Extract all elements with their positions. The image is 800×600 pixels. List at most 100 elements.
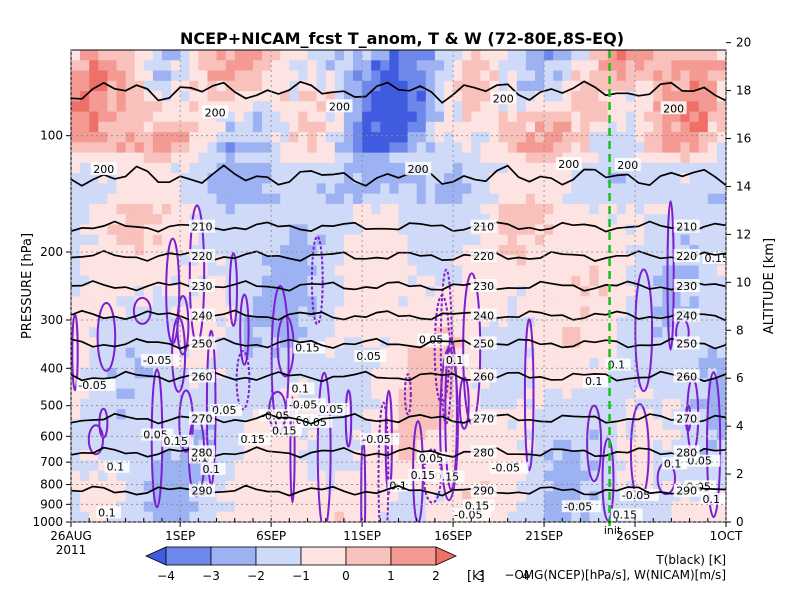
anomaly-cell bbox=[171, 234, 181, 246]
anomaly-cell bbox=[525, 491, 536, 503]
anomaly-cell bbox=[107, 193, 118, 205]
anomaly-cell bbox=[553, 409, 563, 420]
anomaly-cell bbox=[607, 173, 618, 184]
anomaly-cell bbox=[698, 327, 709, 338]
anomaly-cell bbox=[271, 152, 281, 164]
anomaly-cell bbox=[589, 265, 600, 277]
anomaly-cell bbox=[107, 470, 118, 482]
anomaly-cell bbox=[143, 183, 154, 195]
anomaly-cell bbox=[252, 70, 263, 82]
anomaly-cell bbox=[243, 224, 254, 236]
anomaly-cell bbox=[416, 511, 427, 522]
anomaly-cell bbox=[98, 80, 108, 92]
anomaly-cell bbox=[125, 111, 136, 123]
anomaly-cell bbox=[98, 193, 108, 205]
anomaly-cell bbox=[216, 378, 227, 390]
anomaly-cell bbox=[707, 50, 718, 61]
anomaly-cell bbox=[716, 50, 726, 61]
anomaly-cell bbox=[280, 388, 290, 400]
anomaly-cell bbox=[398, 162, 409, 174]
anomaly-cell bbox=[598, 111, 609, 123]
anomaly-cell bbox=[334, 296, 345, 308]
anomaly-cell bbox=[525, 501, 536, 513]
anomaly-cell bbox=[243, 132, 254, 143]
anomaly-cell bbox=[644, 173, 654, 184]
anomaly-cell bbox=[262, 265, 272, 277]
anomaly-cell bbox=[143, 91, 154, 102]
anomaly-cell bbox=[616, 111, 627, 123]
anomaly-cell bbox=[80, 419, 90, 431]
anomaly-cell bbox=[143, 50, 154, 61]
pressure-tick-label: 900 bbox=[40, 497, 63, 511]
x-tick-label: 16SEP bbox=[434, 529, 472, 543]
anomaly-cell bbox=[616, 337, 627, 349]
anomaly-cell bbox=[225, 60, 236, 72]
anomaly-cell bbox=[544, 409, 554, 420]
anomaly-cell bbox=[707, 111, 718, 123]
anomaly-cell bbox=[116, 316, 127, 328]
anomaly-cell bbox=[343, 296, 354, 308]
anomaly-cell bbox=[343, 203, 354, 215]
anomaly-cell bbox=[434, 388, 445, 400]
anomaly-cell bbox=[434, 378, 445, 390]
anomaly-cell bbox=[80, 183, 90, 195]
anomaly-cell bbox=[444, 101, 454, 113]
anomaly-cell bbox=[262, 80, 272, 92]
anomaly-cell bbox=[271, 357, 281, 369]
anomaly-cell bbox=[280, 347, 290, 359]
anomaly-cell bbox=[80, 255, 90, 267]
anomaly-cell bbox=[298, 203, 309, 215]
anomaly-cell bbox=[107, 316, 118, 328]
anomaly-cell bbox=[371, 91, 381, 102]
anomaly-cell bbox=[525, 91, 536, 102]
anomaly-cell bbox=[525, 70, 536, 82]
anomaly-cell bbox=[489, 234, 500, 246]
anomaly-cell bbox=[171, 275, 181, 287]
anomaly-cell bbox=[280, 511, 290, 522]
anomaly-cell bbox=[698, 203, 709, 215]
w-contour bbox=[98, 407, 109, 439]
anomaly-cell bbox=[389, 183, 400, 195]
anomaly-cell bbox=[180, 286, 190, 297]
anomaly-cell bbox=[225, 111, 236, 123]
anomaly-cell bbox=[662, 203, 672, 215]
anomaly-cell bbox=[316, 501, 327, 513]
anomaly-cell bbox=[371, 470, 381, 482]
anomaly-cell bbox=[480, 378, 491, 390]
anomaly-cell bbox=[480, 316, 491, 328]
contour-label-bg bbox=[673, 279, 700, 293]
anomaly-cell bbox=[516, 203, 527, 215]
w-label-bg bbox=[76, 378, 116, 391]
anomaly-cell bbox=[71, 132, 81, 143]
anomaly-cell bbox=[571, 511, 581, 522]
anomaly-cell bbox=[580, 296, 591, 308]
anomaly-cell bbox=[507, 419, 518, 431]
anomaly-cell bbox=[280, 162, 290, 174]
anomaly-cell bbox=[389, 378, 400, 390]
anomaly-cell bbox=[607, 50, 618, 61]
anomaly-cell bbox=[152, 450, 163, 462]
anomaly-cell bbox=[171, 91, 181, 102]
anomaly-cell bbox=[362, 491, 372, 503]
anomaly-cell bbox=[134, 101, 145, 113]
anomaly-cell bbox=[635, 316, 645, 328]
anomaly-cell bbox=[125, 501, 136, 513]
anomaly-cell bbox=[507, 142, 518, 154]
anomaly-cell bbox=[134, 173, 145, 184]
anomaly-cell bbox=[262, 450, 272, 462]
anomaly-cell bbox=[252, 193, 263, 205]
anomaly-cell bbox=[635, 224, 645, 236]
anomaly-cell bbox=[125, 203, 136, 215]
anomaly-cell bbox=[252, 327, 263, 338]
anomaly-cell bbox=[716, 152, 726, 164]
anomaly-cell bbox=[707, 429, 718, 441]
anomaly-cell bbox=[189, 50, 199, 61]
anomaly-cell bbox=[635, 296, 645, 308]
anomaly-cell bbox=[298, 121, 309, 133]
anomaly-cell bbox=[480, 142, 491, 154]
anomaly-cell bbox=[398, 327, 409, 338]
anomaly-cell bbox=[562, 91, 572, 102]
anomaly-cell bbox=[371, 316, 381, 328]
anomaly-cell bbox=[598, 70, 609, 82]
anomaly-cell bbox=[116, 70, 127, 82]
